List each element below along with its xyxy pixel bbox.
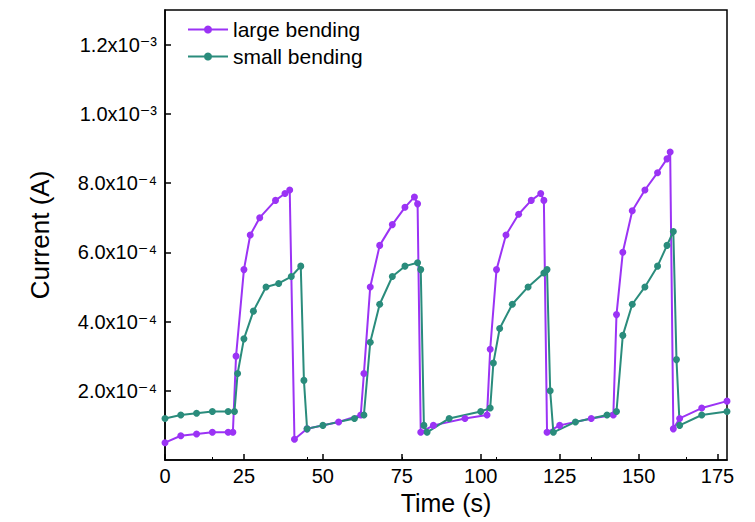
- svg-text:175: 175: [701, 465, 734, 487]
- svg-text:6.0x10⁻⁴: 6.0x10⁻⁴: [78, 241, 157, 263]
- svg-text:8.0x10⁻⁴: 8.0x10⁻⁴: [78, 172, 157, 194]
- svg-text:2.0x10⁻⁴: 2.0x10⁻⁴: [78, 380, 157, 402]
- svg-text:0: 0: [159, 465, 170, 487]
- svg-text:50: 50: [312, 465, 334, 487]
- svg-text:large bending: large bending: [233, 18, 360, 41]
- svg-text:75: 75: [391, 465, 413, 487]
- svg-text:150: 150: [622, 465, 655, 487]
- svg-text:4.0x10⁻⁴: 4.0x10⁻⁴: [78, 311, 157, 333]
- svg-text:1.0x10⁻³: 1.0x10⁻³: [80, 103, 158, 125]
- svg-text:125: 125: [543, 465, 576, 487]
- svg-text:Time (s): Time (s): [401, 489, 492, 517]
- svg-text:small bending: small bending: [233, 45, 363, 68]
- svg-text:1.2x10⁻³: 1.2x10⁻³: [80, 34, 158, 56]
- svg-text:100: 100: [464, 465, 497, 487]
- svg-text:25: 25: [233, 465, 255, 487]
- svg-text:Current (A): Current (A): [25, 171, 55, 300]
